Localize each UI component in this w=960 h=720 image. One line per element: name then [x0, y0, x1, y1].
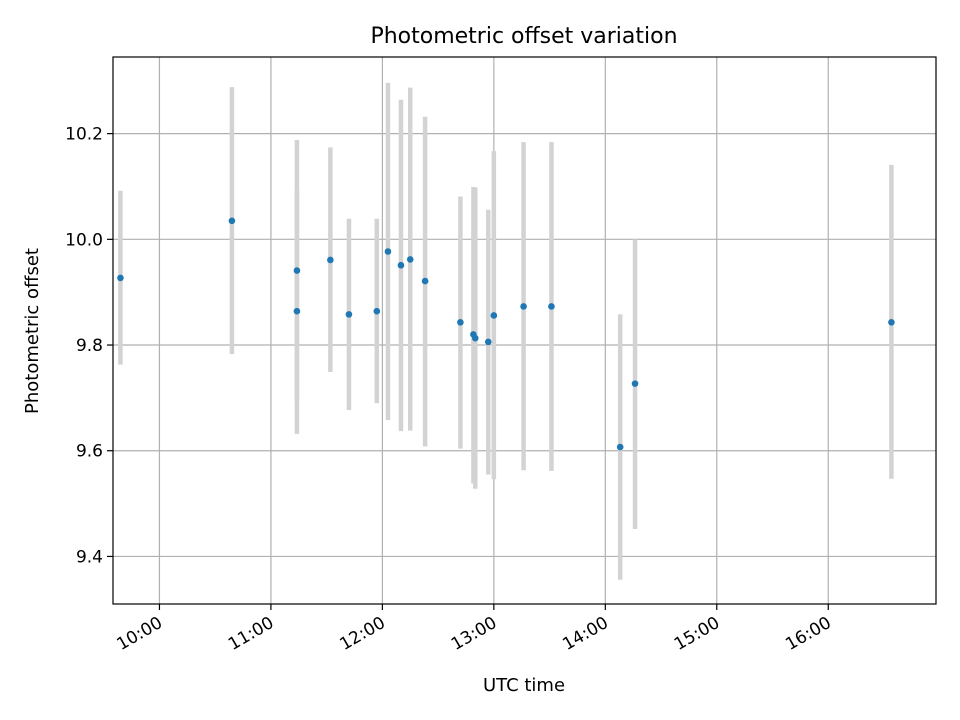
x-tick-label: 16:00: [782, 613, 834, 655]
y-tick-label: 10.0: [65, 230, 103, 250]
x-axis-label: UTC time: [483, 675, 565, 696]
data-point: [548, 303, 555, 310]
data-point: [345, 311, 353, 318]
data-point: [520, 303, 527, 310]
x-tick-label: 12:00: [336, 613, 388, 655]
error-bars: [118, 82, 894, 580]
data-point: [373, 307, 381, 315]
y-tick-label: 10.2: [65, 125, 103, 145]
data-point: [457, 319, 464, 326]
x-tick-label: 13:00: [448, 613, 500, 655]
data-point: [384, 248, 392, 255]
data-point: [631, 380, 639, 387]
x-tick-label: 15:00: [671, 613, 723, 655]
y-tick-label: 9.4: [76, 547, 103, 567]
data-point: [616, 443, 624, 451]
y-tick-label: 9.6: [76, 442, 103, 462]
x-tick-label: 14:00: [559, 613, 611, 655]
x-tick-label: 10:00: [114, 613, 166, 655]
data-point: [484, 338, 492, 346]
chart-title: Photometric offset variation: [370, 24, 677, 49]
y-axis-label: Photometric offset: [22, 248, 43, 414]
data-point: [490, 312, 498, 319]
data-point: [397, 261, 405, 269]
data-point: [421, 277, 429, 285]
data-point: [228, 217, 236, 225]
x-axis-ticks: 10:00 11:00 12:00 13:00 14:00 15:00 16:00: [114, 604, 835, 655]
data-point: [471, 334, 479, 342]
plot-frame: [112, 56, 937, 605]
data-point: [327, 256, 334, 264]
x-tick-label: 11:00: [225, 613, 277, 655]
data-point: [117, 274, 124, 282]
data-point: [406, 256, 414, 263]
data-point: [293, 267, 301, 274]
data-point: [293, 307, 301, 315]
y-axis-ticks: 9.4 9.6 9.8 10.0 10.2: [65, 125, 113, 567]
data-point: [888, 319, 895, 326]
data-points: [117, 217, 895, 451]
y-tick-label: 9.8: [76, 336, 103, 356]
